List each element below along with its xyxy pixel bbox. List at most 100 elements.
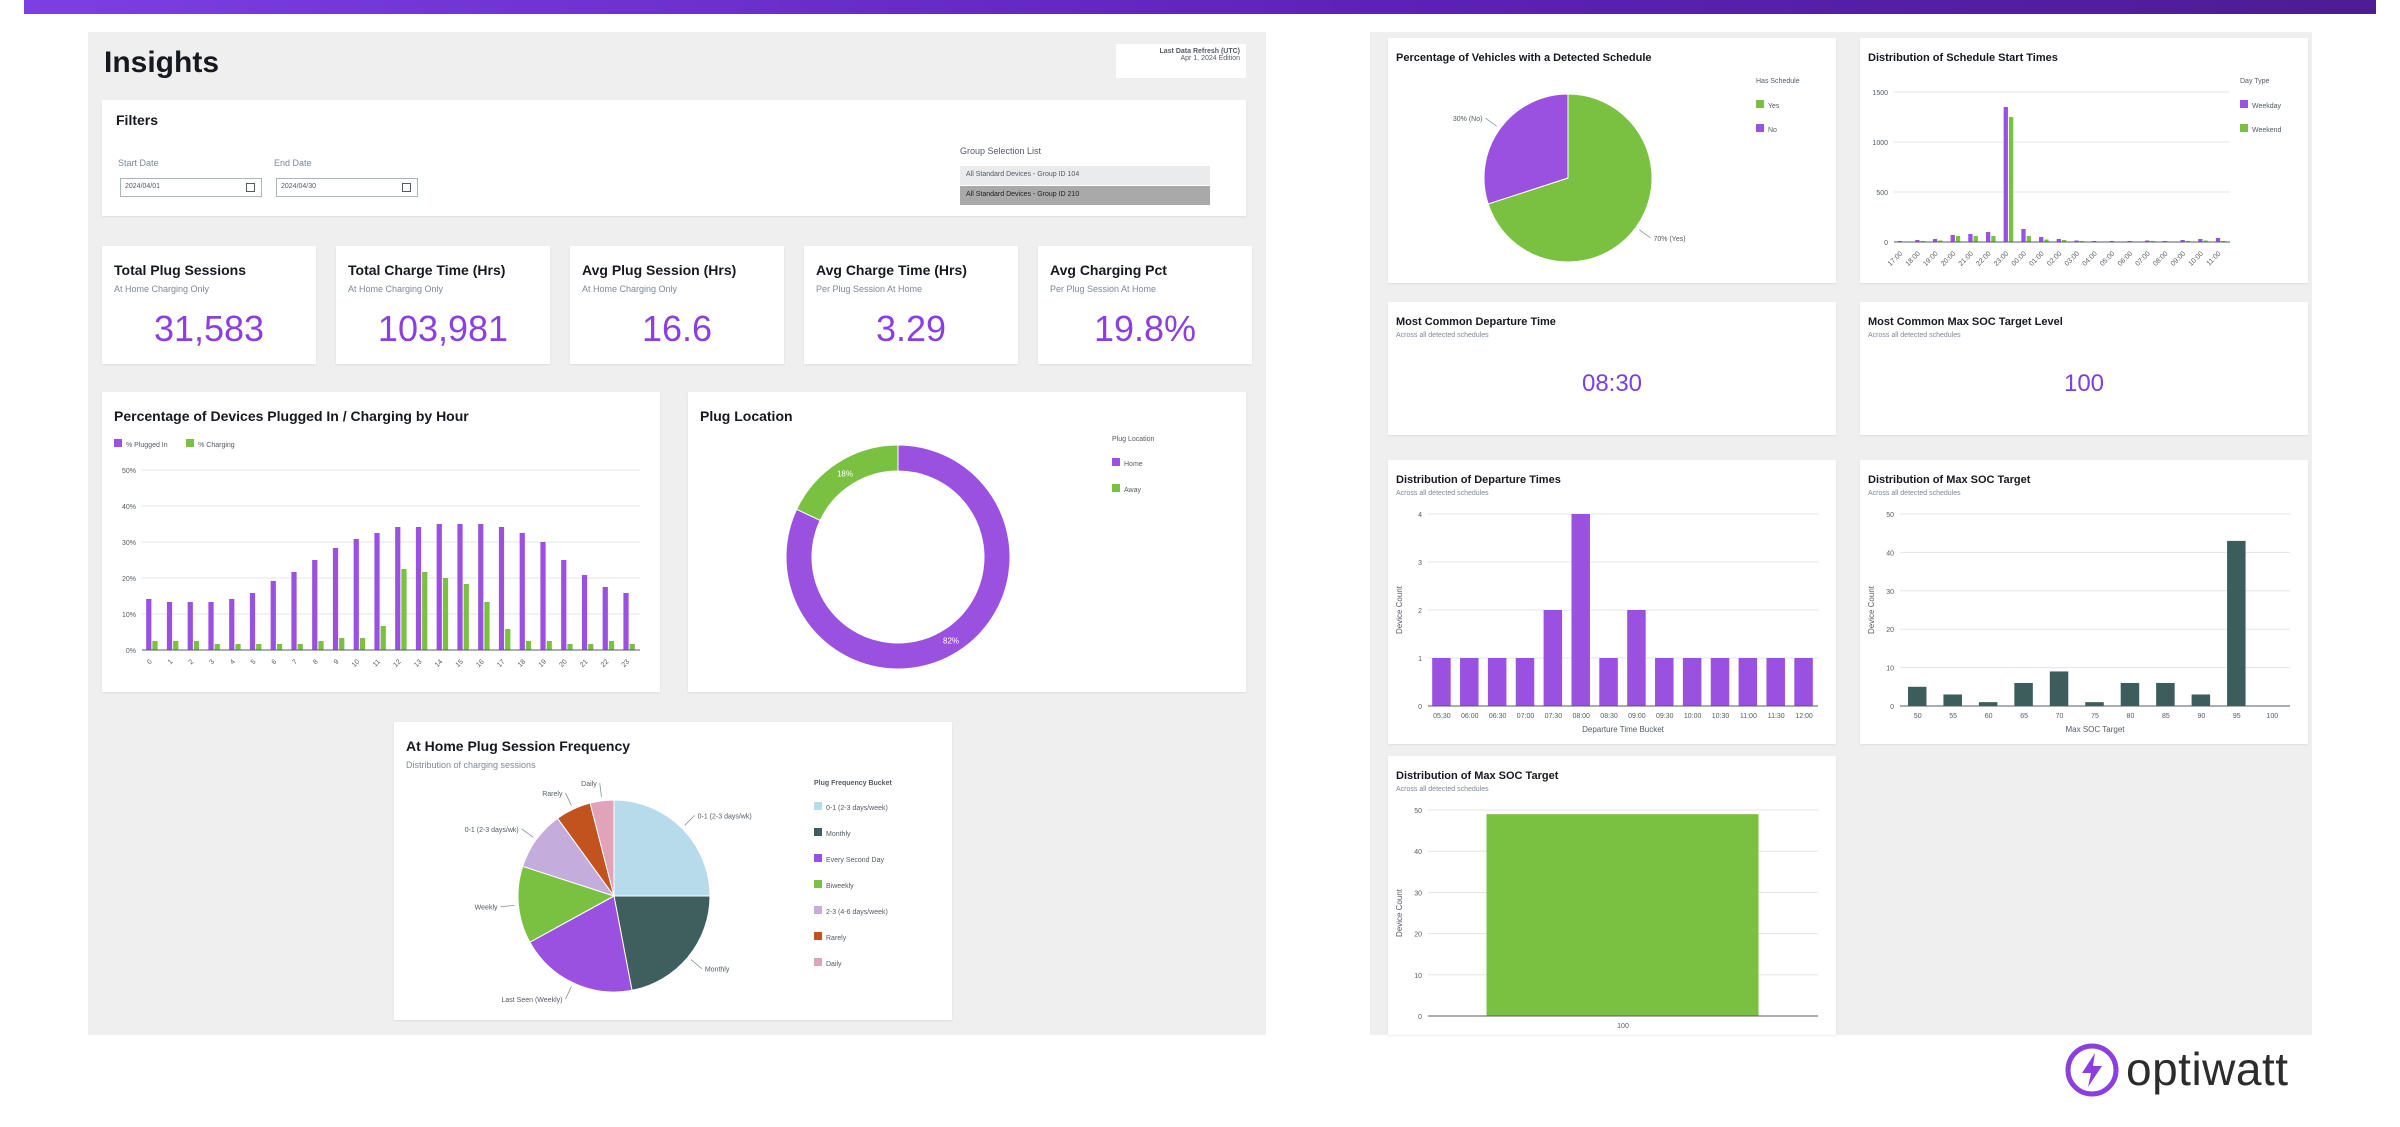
- calendar-icon[interactable]: [402, 183, 411, 192]
- frequency-legend-item: 2-3 (4-6 days/week): [814, 901, 892, 919]
- pie-slice: [795, 444, 899, 522]
- calendar-icon[interactable]: [246, 183, 255, 192]
- group-option-1[interactable]: All Standard Devices - Group ID 104: [960, 166, 1210, 185]
- y-tick-label: 1: [1418, 656, 1422, 663]
- group-selection-label: Group Selection List: [960, 146, 1042, 156]
- kpi-value: 31,583: [153, 308, 265, 349]
- kpi-title: Avg Plug Session (Hrs): [582, 262, 737, 278]
- x-tick-label: 20:00: [1940, 250, 1957, 267]
- legend-label-weekday: Weekday: [2252, 103, 2282, 110]
- bar: [2014, 682, 2033, 706]
- x-tick-label: 11:30: [1768, 713, 1785, 720]
- kpi-subtitle: At Home Charging Only: [348, 284, 444, 294]
- plug-location-card: Plug Location 82% 18% Plug Location Home …: [688, 392, 1246, 692]
- group-option-2-label: All Standard Devices - Group ID 210: [966, 191, 1080, 198]
- callout-line: [565, 792, 572, 806]
- x-tick-label: 1: [167, 658, 175, 666]
- y-tick-label: 2: [1418, 608, 1422, 615]
- soc-kpi-subtitle: Across all detected schedules: [1868, 332, 1961, 339]
- bar: [229, 599, 235, 650]
- slice-label: 18%: [837, 469, 853, 478]
- schedule-legend-title: Has Schedule: [1756, 78, 1800, 85]
- soc-dist2-title: Distribution of Max SOC Target: [1396, 770, 1559, 782]
- y-tick-label: 30%: [122, 540, 136, 547]
- x-tick-label: 4: [229, 658, 237, 666]
- x-axis-label: Departure Time Bucket: [1582, 725, 1665, 734]
- start-times-bar-chart: 0 500 1000 1500 17:00 18:00 19:00 20:00 21:00 22:…: [1872, 90, 2230, 268]
- bar: [498, 527, 505, 650]
- x-tick-label: 23: [621, 658, 632, 669]
- legend-swatch-home: [1112, 457, 1120, 466]
- slice-callout: 70% (Yes): [1654, 236, 1686, 243]
- x-tick-label: 06:00: [1461, 713, 1479, 720]
- slice-callout: Weekly: [475, 905, 498, 912]
- bar: [208, 602, 214, 650]
- dashboard-left-panel: Insights Last Data Refresh (UTC) Apr 1, …: [88, 32, 1266, 1035]
- end-date-input[interactable]: 2024/04/30: [276, 178, 418, 197]
- y-tick-label: 0: [1418, 1014, 1422, 1021]
- x-tick-label: 9: [333, 658, 341, 666]
- legend-label: 0-1 (2-3 days/week): [826, 805, 888, 812]
- kpi-value: 3.29: [875, 308, 947, 349]
- legend-swatch: [814, 905, 822, 914]
- y-tick-label: 3: [1418, 560, 1422, 567]
- pie-slice: [589, 799, 615, 897]
- bar: [2008, 117, 2014, 242]
- bar: [1943, 694, 1962, 706]
- start-date-value: 2024/04/01: [125, 183, 161, 190]
- soc-kpi-title: Most Common Max SOC Target Level: [1868, 316, 2063, 328]
- y-tick-label: 10: [1414, 973, 1422, 980]
- x-tick-label: 85: [2162, 713, 2170, 720]
- legend-swatch: [814, 957, 822, 966]
- bar: [581, 575, 588, 650]
- x-tick-label: 60: [1985, 713, 1993, 720]
- kpi-card: Avg Charging Pct Per Plug Session At Home…: [1038, 246, 1252, 364]
- x-tick-label: 07:30: [1545, 713, 1563, 720]
- frequency-legend-item: 0-1 (2-3 days/week): [814, 797, 892, 815]
- start-times-legend-title: Day Type: [2240, 78, 2270, 85]
- x-tick-label: 08:30: [1600, 713, 1618, 720]
- pie-slice: [1483, 93, 1569, 205]
- y-tick-label: 40: [1886, 550, 1894, 557]
- departure-kpi-title: Most Common Departure Time: [1396, 316, 1556, 328]
- group-option-2[interactable]: All Standard Devices - Group ID 210: [960, 186, 1210, 205]
- x-tick-label: 04:00: [2081, 250, 2098, 267]
- y-tick-label: 0: [1418, 704, 1422, 711]
- bar: [1487, 658, 1507, 706]
- soc-bar-chart: 0 10 20 30 40 50 50 55 60 65 70 75 80 85 90 95 100 Max SO…: [1867, 512, 2290, 734]
- start-times-card: Distribution of Schedule Start Times 0 50…: [1860, 38, 2308, 283]
- frequency-legend-item: Biweekly: [814, 875, 892, 893]
- kpi-title: Total Plug Sessions: [114, 262, 246, 278]
- x-tick-label: 16: [475, 658, 486, 669]
- hourly-bar-chart: 0%10%20%30%40%50%0 1 2 3 4 5 6 7 8 9 10 11 12 13 14 15 1…: [122, 468, 640, 669]
- frequency-subtitle: Distribution of charging sessions: [406, 760, 536, 770]
- departure-dist-card: Distribution of Departure Times Across a…: [1388, 460, 1836, 744]
- bar: [1907, 686, 1927, 706]
- x-tick-label: 100: [1617, 1023, 1629, 1030]
- kpi-title: Total Charge Time (Hrs): [348, 262, 506, 278]
- bar: [525, 641, 532, 650]
- x-tick-label: 09:30: [1656, 713, 1674, 720]
- bar: [395, 527, 401, 650]
- bar: [1738, 658, 1758, 706]
- y-tick-label: 40%: [122, 504, 136, 511]
- legend-label-weekend: Weekend: [2252, 127, 2282, 134]
- start-date-input[interactable]: 2024/04/01: [120, 178, 262, 197]
- legend-label-charging: % Charging: [198, 442, 235, 449]
- departure-dist-subtitle: Across all detected schedules: [1396, 490, 1489, 497]
- end-date-label: End Date: [274, 158, 312, 168]
- bar: [1515, 658, 1535, 706]
- bar: [1710, 658, 1730, 706]
- frequency-pie-chart: 0-1 (2-3 days/wk) Monthly Last Seen (Weekl…: [465, 781, 752, 1004]
- legend-label-yes: Yes: [1768, 103, 1780, 110]
- x-tick-label: 06:30: [1489, 713, 1507, 720]
- bar: [353, 539, 359, 650]
- filters-title: Filters: [116, 112, 159, 128]
- bar: [2056, 239, 2061, 242]
- plug-location-donut: 82% 18%: [785, 444, 1011, 670]
- x-tick-label: 05:00: [2099, 250, 2116, 267]
- bar: [318, 641, 324, 650]
- x-tick-label: 17: [496, 658, 507, 669]
- bar: [2062, 240, 2067, 242]
- pie-slice: [529, 895, 633, 993]
